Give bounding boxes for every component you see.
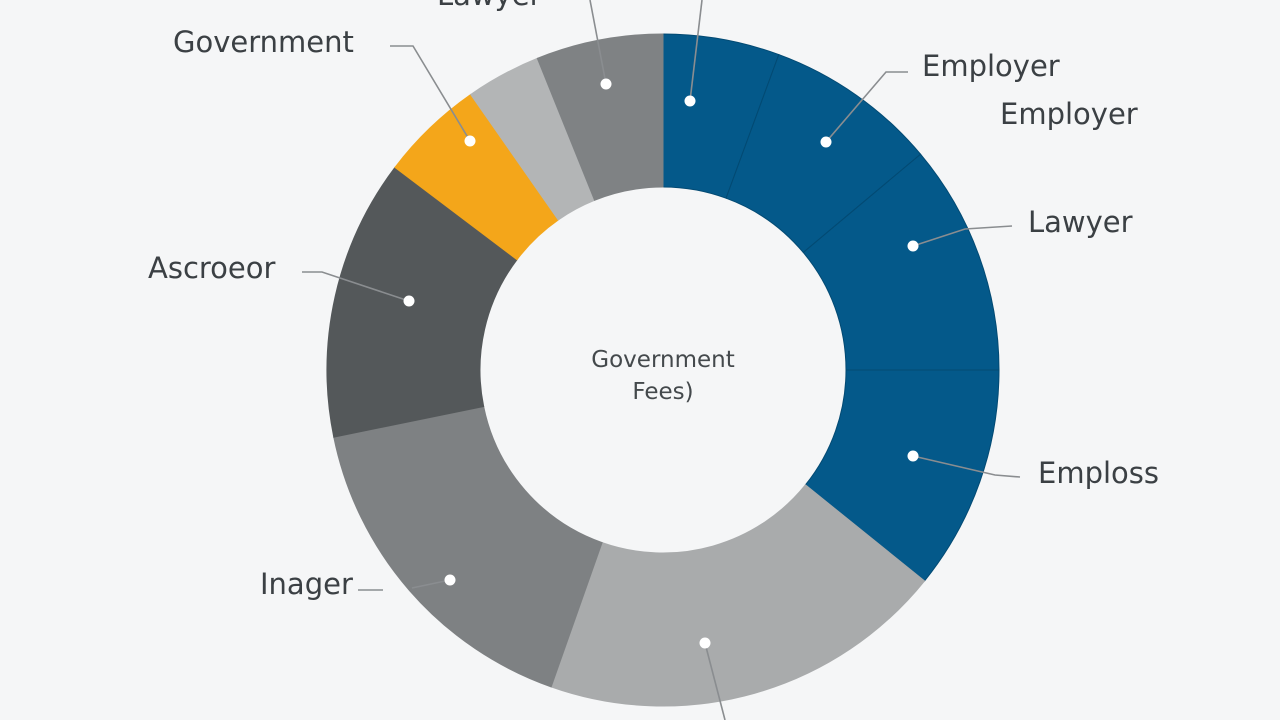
slice-9	[536, 33, 664, 201]
slice-6	[326, 166, 518, 438]
leader-line-3	[912, 455, 1021, 478]
slice-label-2: Lawyer	[1028, 205, 1133, 239]
slice-4	[550, 484, 926, 707]
leader-line-9	[589, 0, 607, 85]
leader-dot-6	[403, 295, 415, 307]
leader-line-7	[390, 45, 471, 142]
slice-label-6: Ascroeor	[148, 251, 276, 285]
leader-line-0	[689, 0, 703, 102]
slice-label-5: Inager	[260, 567, 353, 601]
leader-line-1	[825, 71, 908, 143]
leader-dot-9	[600, 78, 612, 90]
slice-5	[333, 405, 603, 688]
center-label-line-2: Fees)	[632, 379, 693, 405]
leader-line-5	[411, 579, 451, 589]
leader-dot-5	[444, 574, 456, 586]
slices	[326, 33, 1000, 707]
leader-dot-1	[820, 136, 832, 148]
leader-dot-2	[907, 240, 919, 252]
slice-label-7: Government	[173, 25, 354, 59]
leader-dot-4	[699, 637, 711, 649]
slice-label-9: Lawyer	[437, 0, 542, 12]
extra-label-employer: Employer	[1000, 97, 1138, 131]
leader-line-6	[302, 271, 410, 302]
slice-label-3: Emploss	[1038, 456, 1159, 490]
leader-line-2	[912, 225, 1013, 247]
leader-dot-3	[907, 450, 919, 462]
center-label-line-1: Government	[591, 347, 734, 373]
leader-lines	[302, 0, 1021, 720]
leader-dot-7	[464, 135, 476, 147]
labels: Employer Lawyer Emploss Inager Ascroeor Gover…	[148, 0, 1159, 601]
leader-dot-0	[684, 95, 696, 107]
leader-line-4	[704, 642, 726, 720]
slice-label-1: Employer	[922, 49, 1060, 83]
